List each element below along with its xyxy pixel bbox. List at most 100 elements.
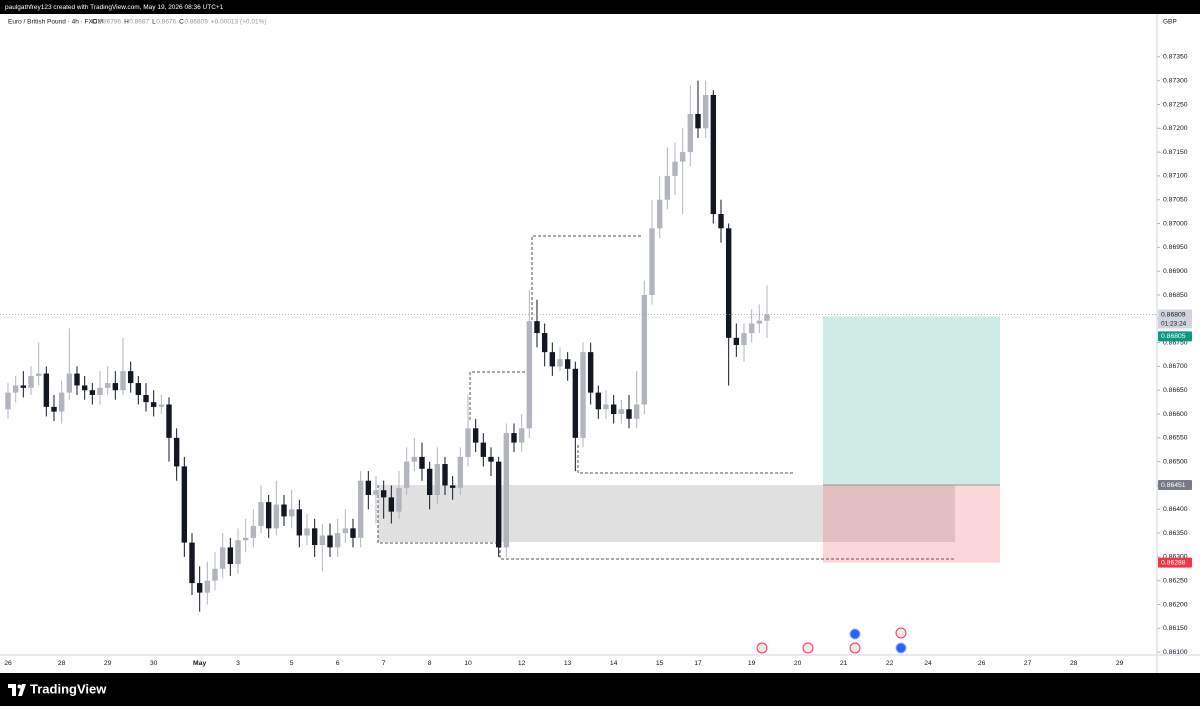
candle-body bbox=[350, 528, 356, 538]
dashed-level bbox=[577, 445, 793, 474]
x-tick-label: 26 bbox=[978, 660, 986, 667]
dashed-level bbox=[377, 485, 500, 544]
candle-body bbox=[158, 404, 165, 407]
y-tick-label: 0.86700 bbox=[1163, 363, 1188, 370]
target-label: 0.86805 bbox=[1161, 333, 1186, 340]
candle-body bbox=[442, 464, 448, 486]
x-tick-label: May bbox=[193, 660, 206, 667]
ohlc-key: O bbox=[92, 19, 97, 26]
x-tick-label: 12 bbox=[518, 660, 526, 667]
candle-body bbox=[580, 352, 586, 438]
y-tick-label: 0.87150 bbox=[1163, 149, 1188, 156]
candle-body bbox=[5, 392, 11, 410]
candle-body bbox=[250, 525, 257, 538]
candle-body bbox=[526, 321, 533, 429]
logo-mark bbox=[8, 684, 16, 696]
top-bar bbox=[0, 0, 1200, 14]
candle-body bbox=[43, 373, 50, 407]
x-tick-label: 28 bbox=[1070, 660, 1078, 667]
candle-body bbox=[173, 437, 180, 467]
change: +0.00013 (+0.01%) bbox=[211, 19, 267, 26]
candle-body bbox=[97, 387, 103, 395]
y-tick-label: 0.86500 bbox=[1163, 458, 1188, 465]
candle-body bbox=[465, 428, 471, 457]
candle-body bbox=[764, 314, 770, 321]
candle-body bbox=[219, 547, 226, 569]
candle-body bbox=[365, 480, 372, 495]
annotations bbox=[377, 235, 955, 560]
x-tick-label: 8 bbox=[428, 660, 432, 667]
candle-body bbox=[74, 373, 80, 386]
ohlc-value: 0.8687 bbox=[129, 19, 149, 26]
x-tick-label: 15 bbox=[656, 660, 664, 667]
candle-body bbox=[756, 320, 763, 324]
candle-body bbox=[373, 490, 379, 495]
x-tick-label: 6 bbox=[336, 660, 340, 667]
candle-body bbox=[403, 461, 410, 488]
x-tick-label: 13 bbox=[564, 660, 572, 667]
candle-body bbox=[388, 497, 395, 512]
candle-body bbox=[235, 540, 241, 565]
candle-body bbox=[212, 568, 218, 581]
candle-body bbox=[449, 485, 456, 488]
candle-body bbox=[66, 373, 73, 393]
candle-body bbox=[296, 509, 303, 536]
y-tick-label: 0.86300 bbox=[1163, 554, 1188, 561]
x-tick-label: 30 bbox=[150, 660, 158, 667]
countdown: 01:23:24 bbox=[1161, 321, 1187, 328]
candle-body bbox=[189, 542, 195, 584]
x-tick-label: 26 bbox=[4, 660, 12, 667]
y-tick-label: 0.87350 bbox=[1163, 54, 1188, 61]
candle-body bbox=[12, 385, 19, 393]
candle-body bbox=[127, 371, 134, 384]
candle-body bbox=[725, 228, 732, 338]
y-tick-label: 0.87000 bbox=[1163, 220, 1188, 227]
y-tick-label: 0.86750 bbox=[1163, 339, 1188, 346]
event-icon bbox=[849, 642, 861, 654]
x-tick-label: 29 bbox=[1116, 660, 1124, 667]
x-tick-label: 27 bbox=[1024, 660, 1032, 667]
zone bbox=[378, 485, 955, 542]
target-zone bbox=[823, 316, 1000, 485]
x-tick-label: 19 bbox=[748, 660, 756, 667]
candle-body bbox=[695, 114, 701, 129]
candle-body bbox=[242, 537, 249, 541]
stop-label: 0.86288 bbox=[1161, 559, 1186, 566]
y-tick-label: 0.87300 bbox=[1163, 77, 1188, 84]
event-icon bbox=[802, 642, 814, 654]
y-tick-label: 0.87100 bbox=[1163, 173, 1188, 180]
y-tick-label: 0.86100 bbox=[1163, 649, 1188, 656]
candle-body bbox=[396, 487, 402, 512]
x-tick-label: 7 bbox=[382, 660, 386, 667]
x-tick-label: 17 bbox=[694, 660, 702, 667]
position-tool bbox=[823, 316, 1000, 563]
candle-body bbox=[112, 383, 119, 391]
candle-body bbox=[656, 199, 663, 229]
y-tick-label: 0.86250 bbox=[1163, 578, 1188, 585]
target-label-bg bbox=[1158, 331, 1192, 342]
candle-body bbox=[572, 368, 579, 438]
ohlc-key: H bbox=[124, 19, 129, 26]
y-tick-label: 0.87050 bbox=[1163, 197, 1188, 204]
x-tick-label: 24 bbox=[924, 660, 932, 667]
x-tick-label: 20 bbox=[794, 660, 802, 667]
candle-body bbox=[511, 433, 517, 443]
candle-body bbox=[472, 428, 479, 443]
candle-body bbox=[319, 535, 326, 545]
candle-body bbox=[304, 528, 310, 536]
candle-body bbox=[311, 528, 318, 545]
candle-body bbox=[227, 547, 234, 565]
candle-body bbox=[357, 480, 364, 538]
candle-body bbox=[534, 321, 540, 334]
y-tick-label: 0.86900 bbox=[1163, 268, 1188, 275]
y-tick-label: 0.86550 bbox=[1163, 435, 1188, 442]
x-tick-label: 28 bbox=[58, 660, 66, 667]
candle-body bbox=[610, 404, 617, 415]
candle-body bbox=[679, 152, 686, 162]
candle-body bbox=[265, 502, 272, 529]
candle-body bbox=[718, 214, 724, 229]
candle-body bbox=[380, 490, 387, 498]
candle-body bbox=[181, 466, 188, 543]
credit: paulgathfrey123 created with TradingView… bbox=[5, 4, 224, 11]
